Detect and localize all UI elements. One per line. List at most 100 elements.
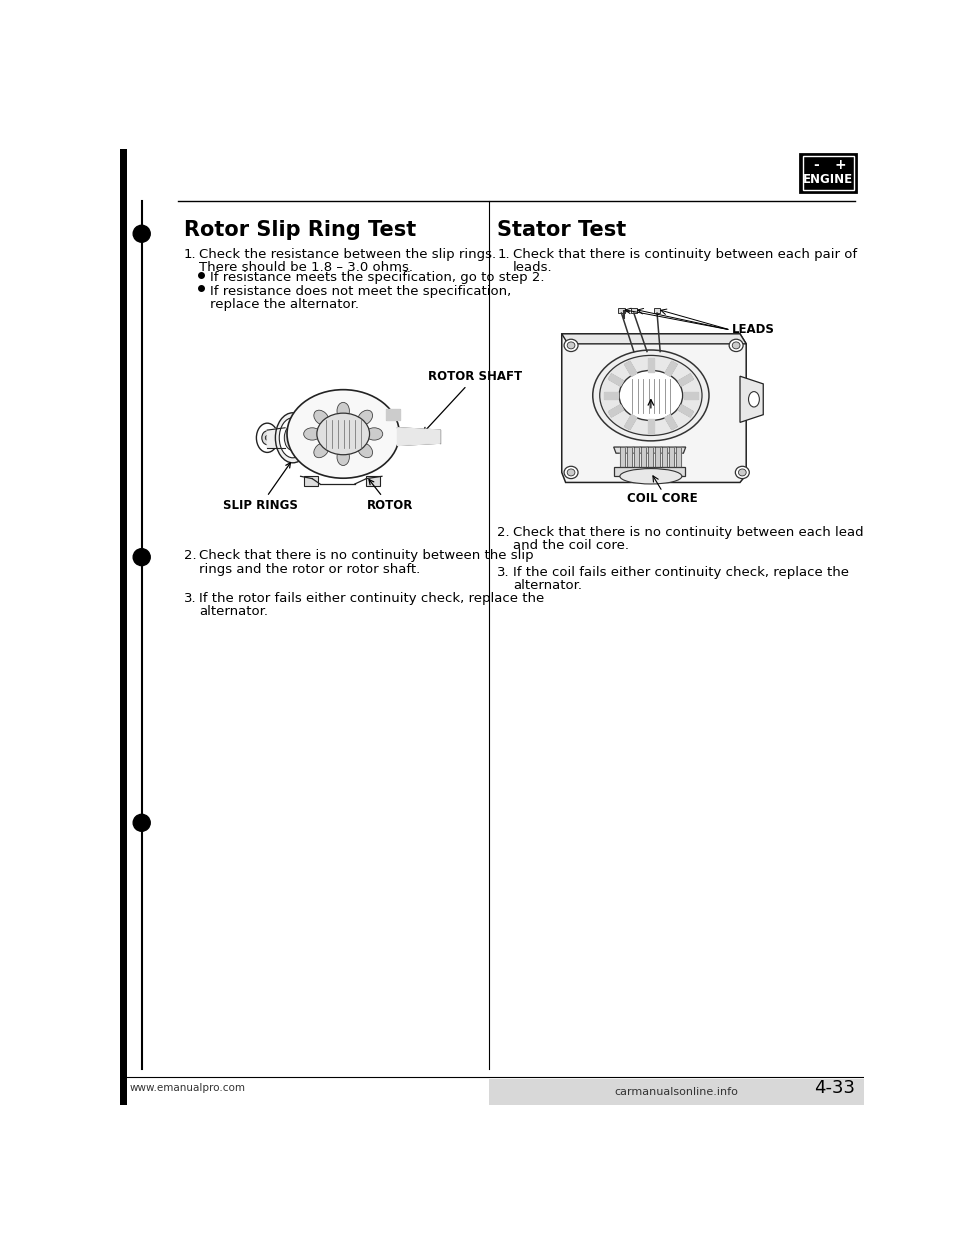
Polygon shape bbox=[648, 447, 653, 467]
Ellipse shape bbox=[358, 443, 372, 458]
Ellipse shape bbox=[564, 339, 578, 351]
Polygon shape bbox=[678, 405, 693, 417]
Ellipse shape bbox=[564, 466, 578, 478]
Polygon shape bbox=[740, 376, 763, 422]
Polygon shape bbox=[562, 334, 746, 344]
Polygon shape bbox=[620, 447, 625, 467]
Ellipse shape bbox=[314, 410, 328, 425]
Text: ROTOR: ROTOR bbox=[367, 479, 413, 513]
Text: -: - bbox=[813, 158, 819, 173]
Polygon shape bbox=[648, 420, 654, 433]
Text: leads.: leads. bbox=[513, 261, 553, 273]
Polygon shape bbox=[613, 447, 685, 453]
Circle shape bbox=[133, 815, 150, 831]
Text: carmanualsonline.info: carmanualsonline.info bbox=[614, 1087, 738, 1097]
Text: If resistance does not meet the specification,: If resistance does not meet the specific… bbox=[210, 284, 511, 298]
Polygon shape bbox=[641, 447, 646, 467]
Text: Rotor Slip Ring Test: Rotor Slip Ring Test bbox=[183, 220, 416, 240]
Text: ENGINE: ENGINE bbox=[804, 174, 853, 186]
Polygon shape bbox=[665, 415, 677, 430]
Polygon shape bbox=[386, 410, 399, 420]
Polygon shape bbox=[669, 447, 674, 467]
Text: replace the alternator.: replace the alternator. bbox=[210, 298, 359, 310]
Bar bbox=[654, 308, 660, 313]
Text: Check that there is continuity between each pair of: Check that there is continuity between e… bbox=[513, 247, 857, 261]
Ellipse shape bbox=[284, 425, 301, 451]
Text: Check that there is no continuity between the slip: Check that there is no continuity betwee… bbox=[199, 549, 534, 563]
Polygon shape bbox=[609, 374, 624, 386]
Text: Stator Test: Stator Test bbox=[497, 220, 627, 240]
Ellipse shape bbox=[366, 427, 383, 440]
Text: alternator.: alternator. bbox=[513, 580, 582, 592]
Text: Check the resistance between the slip rings.: Check the resistance between the slip ri… bbox=[199, 247, 496, 261]
Ellipse shape bbox=[256, 424, 278, 452]
Polygon shape bbox=[634, 447, 639, 467]
Text: LEADS: LEADS bbox=[732, 323, 775, 337]
Polygon shape bbox=[665, 361, 677, 376]
Polygon shape bbox=[609, 405, 624, 417]
Text: 1.: 1. bbox=[497, 247, 510, 261]
Polygon shape bbox=[604, 392, 617, 399]
Text: 2.: 2. bbox=[497, 527, 510, 539]
Polygon shape bbox=[648, 358, 654, 371]
Ellipse shape bbox=[738, 469, 746, 476]
Text: If the coil fails either continuity check, replace the: If the coil fails either continuity chec… bbox=[513, 566, 849, 579]
Ellipse shape bbox=[262, 431, 273, 445]
Text: If the rotor fails either continuity check, replace the: If the rotor fails either continuity che… bbox=[199, 591, 544, 605]
Ellipse shape bbox=[358, 410, 372, 425]
Ellipse shape bbox=[732, 342, 740, 349]
Bar bbox=[489, 1079, 864, 1105]
Text: If resistance meets the specification, go to step 2.: If resistance meets the specification, g… bbox=[210, 272, 544, 284]
Bar bbox=[304, 476, 319, 486]
Text: 2.: 2. bbox=[183, 549, 196, 563]
Ellipse shape bbox=[337, 402, 349, 420]
Ellipse shape bbox=[749, 391, 759, 407]
Ellipse shape bbox=[303, 427, 321, 440]
Ellipse shape bbox=[600, 355, 702, 436]
Bar bbox=[618, 308, 625, 313]
Text: +: + bbox=[835, 158, 847, 173]
Text: 1.: 1. bbox=[183, 247, 196, 261]
Bar bbox=[613, 467, 685, 476]
Ellipse shape bbox=[592, 350, 709, 441]
Polygon shape bbox=[625, 415, 636, 430]
Ellipse shape bbox=[730, 339, 743, 351]
Bar bbox=[631, 308, 636, 313]
Polygon shape bbox=[678, 374, 693, 386]
Ellipse shape bbox=[317, 414, 370, 455]
Text: and the coil core.: and the coil core. bbox=[513, 539, 629, 553]
Bar bbox=[801, 154, 856, 193]
Polygon shape bbox=[661, 447, 667, 467]
Text: COIL CORE: COIL CORE bbox=[627, 492, 698, 504]
Circle shape bbox=[133, 549, 150, 565]
Text: 3.: 3. bbox=[183, 591, 196, 605]
Ellipse shape bbox=[620, 468, 682, 484]
Text: SLIP RINGS: SLIP RINGS bbox=[223, 463, 298, 513]
Polygon shape bbox=[655, 447, 660, 467]
Ellipse shape bbox=[567, 469, 575, 476]
Text: There should be 1.8 – 3.0 ohms.: There should be 1.8 – 3.0 ohms. bbox=[199, 261, 413, 273]
Ellipse shape bbox=[314, 443, 328, 458]
Ellipse shape bbox=[287, 390, 399, 478]
Text: rings and the rotor or rotor shaft.: rings and the rotor or rotor shaft. bbox=[199, 563, 420, 575]
Polygon shape bbox=[627, 447, 633, 467]
Polygon shape bbox=[684, 392, 698, 399]
Bar bbox=[803, 156, 854, 190]
Bar bbox=[120, 149, 127, 1105]
Ellipse shape bbox=[337, 448, 349, 466]
Polygon shape bbox=[267, 427, 285, 448]
Text: Check that there is no continuity between each lead: Check that there is no continuity betwee… bbox=[513, 527, 864, 539]
Ellipse shape bbox=[279, 417, 306, 458]
Ellipse shape bbox=[619, 370, 683, 421]
Ellipse shape bbox=[735, 466, 750, 478]
Text: 3.: 3. bbox=[497, 566, 510, 579]
Ellipse shape bbox=[265, 436, 269, 440]
Polygon shape bbox=[562, 334, 746, 482]
Bar bbox=[367, 476, 380, 486]
Text: 4-33: 4-33 bbox=[814, 1079, 854, 1098]
Circle shape bbox=[133, 225, 150, 242]
Polygon shape bbox=[625, 361, 636, 376]
Text: alternator.: alternator. bbox=[199, 605, 268, 617]
Ellipse shape bbox=[567, 342, 575, 349]
Ellipse shape bbox=[276, 412, 310, 463]
